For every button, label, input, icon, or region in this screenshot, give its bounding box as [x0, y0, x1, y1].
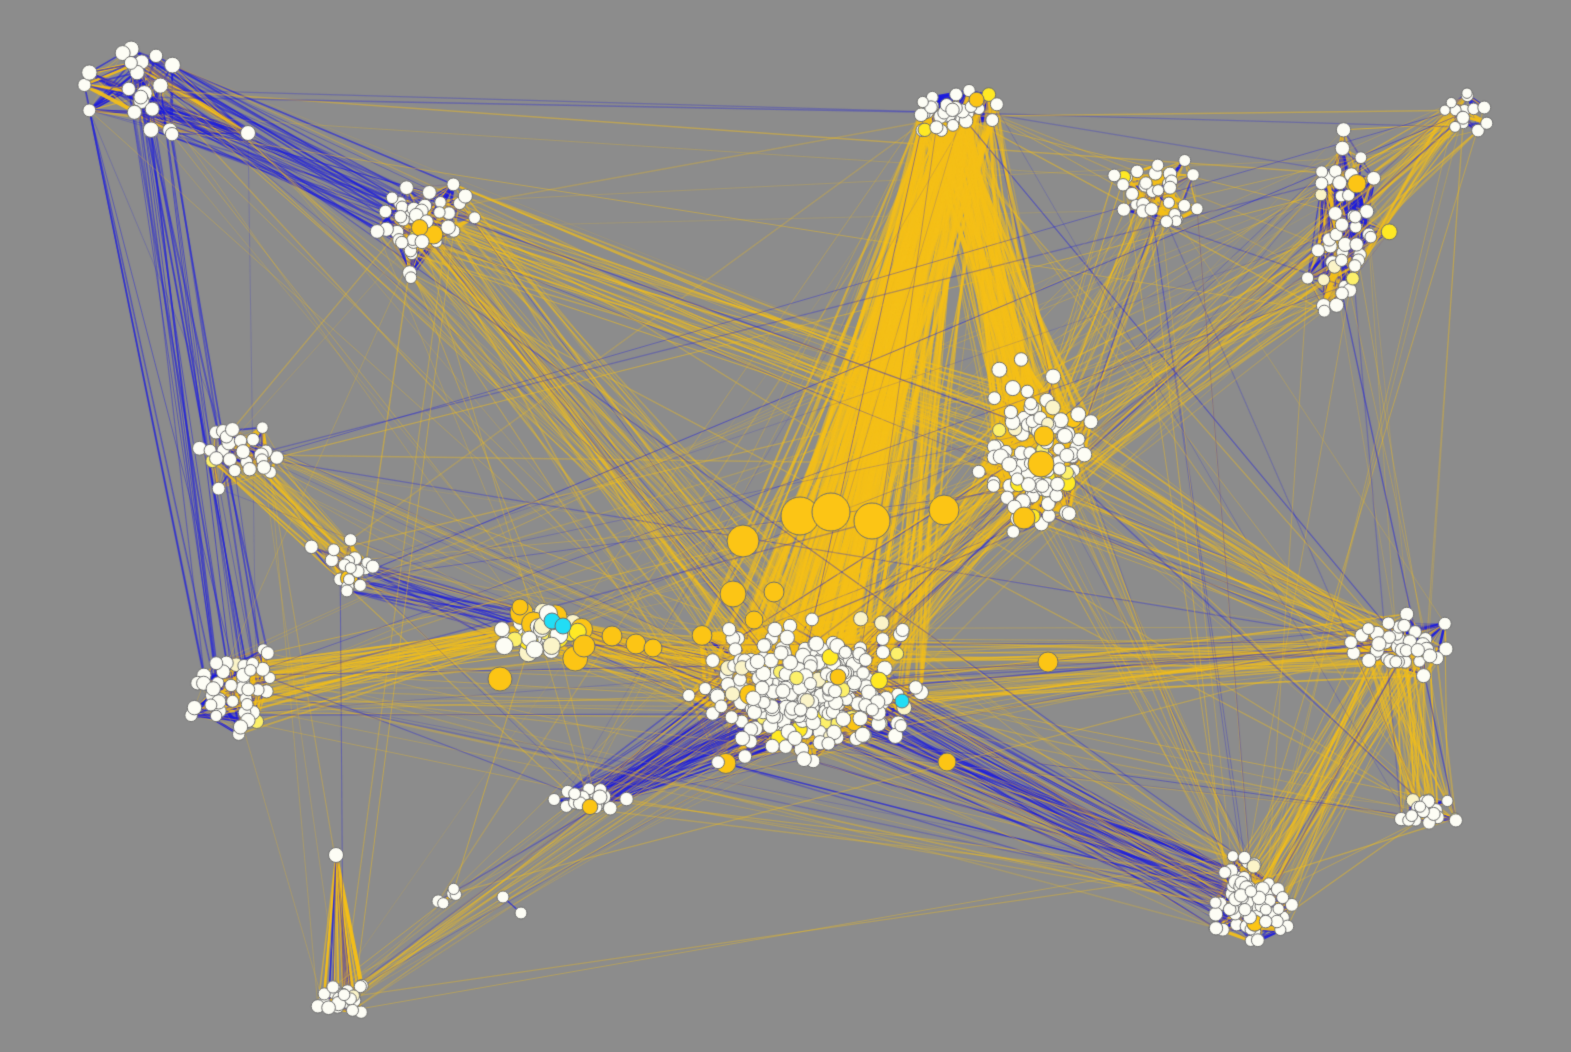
network-graph-canvas[interactable]	[0, 0, 1571, 1052]
network-graph-canvas-container	[0, 0, 1571, 1052]
